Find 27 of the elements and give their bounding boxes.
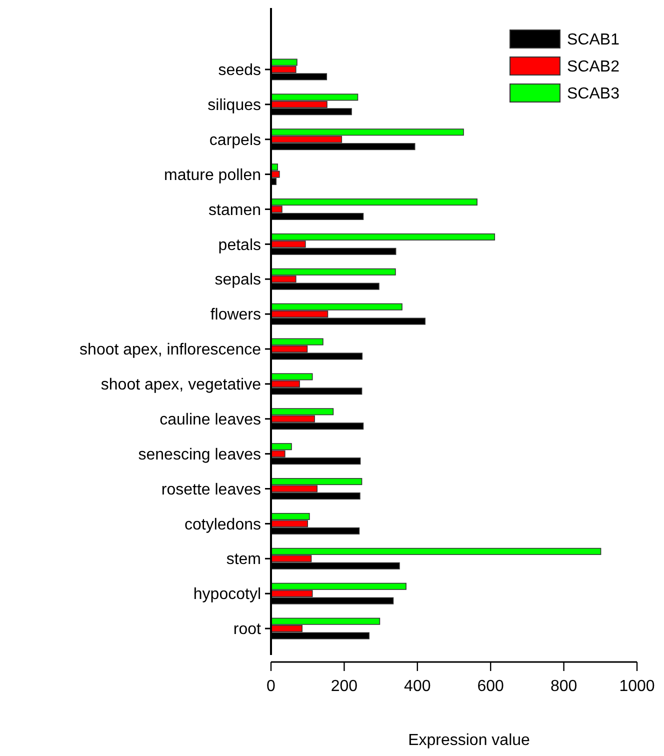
y-tick-label: root xyxy=(233,621,262,638)
y-tick-label: rosette leaves xyxy=(161,481,261,498)
y-tick-label: stem xyxy=(226,551,261,568)
x-axis-title: Expression value xyxy=(408,732,530,749)
y-tick-label: cauline leaves xyxy=(160,411,261,428)
y-tick-label: hypocotyl xyxy=(193,586,261,604)
y-tick-label: flowers xyxy=(210,306,261,324)
x-tick-label: 800 xyxy=(550,678,578,695)
y-tick-label: stamen xyxy=(208,202,261,219)
legend-label: SCAB2 xyxy=(567,58,620,76)
y-tick-label: siliques xyxy=(208,97,261,114)
y-tick-label: petals xyxy=(218,236,261,254)
y-tick-label: mature pollen xyxy=(164,166,261,184)
x-tick-label: 200 xyxy=(330,678,358,695)
x-tick-label: 1000 xyxy=(619,678,655,695)
legend-label: SCAB3 xyxy=(567,86,620,103)
x-tick-label: 600 xyxy=(477,678,504,695)
y-tick-label: seeds xyxy=(218,62,261,80)
y-tick-label: shoot apex, vegetative xyxy=(100,376,262,394)
legend-label: SCAB1 xyxy=(567,32,620,49)
y-tick-label: carpels xyxy=(209,132,261,149)
x-tick-label: 400 xyxy=(404,678,431,695)
y-tick-label: shoot apex, inflorescence xyxy=(80,342,262,359)
y-tick-label: senescing leaves xyxy=(138,446,261,464)
x-tick-label: 0 xyxy=(266,678,276,695)
y-tick-label: cotyledons xyxy=(184,516,261,534)
y-tick-label: sepals xyxy=(214,272,261,289)
